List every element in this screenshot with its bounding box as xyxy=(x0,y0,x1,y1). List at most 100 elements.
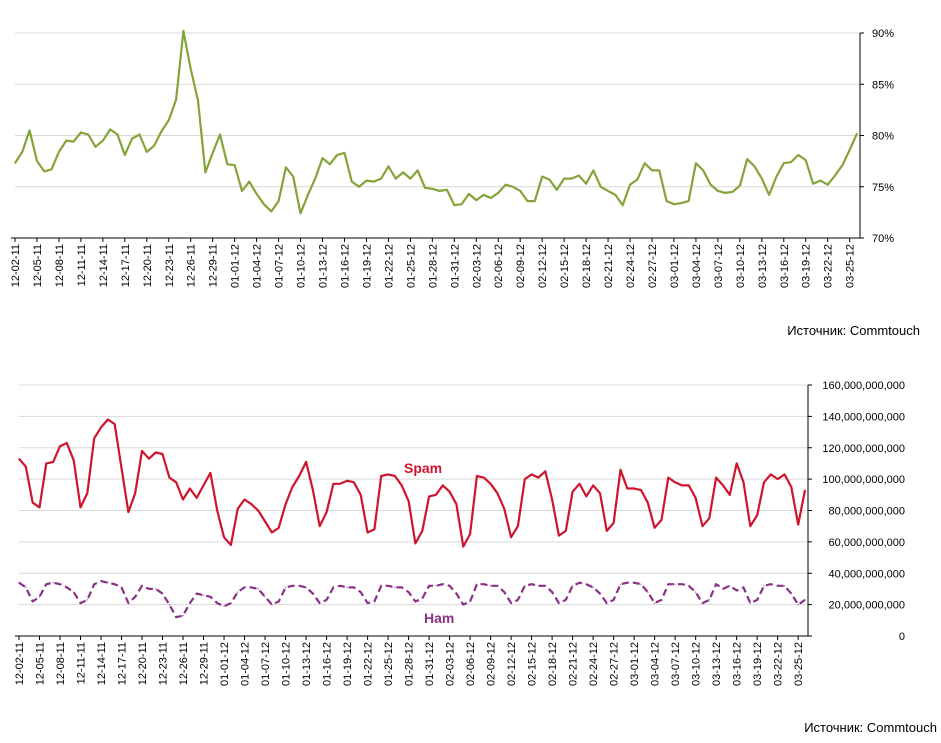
data-point xyxy=(736,462,738,464)
x-tick-label: 02-09-12 xyxy=(515,244,527,288)
data-point xyxy=(763,481,765,483)
data-point xyxy=(257,588,259,590)
data-point xyxy=(490,585,492,587)
x-tick-label: 12-02-11 xyxy=(10,244,22,287)
x-tick-label: 01-19-12 xyxy=(361,244,373,288)
data-point xyxy=(153,145,155,147)
data-point xyxy=(724,192,726,194)
data-point xyxy=(524,585,526,587)
data-point xyxy=(209,472,211,474)
data-point xyxy=(490,483,492,485)
data-point xyxy=(367,602,369,604)
data-point xyxy=(168,119,170,121)
data-point xyxy=(599,593,601,595)
data-point xyxy=(264,596,266,598)
data-point xyxy=(777,585,779,587)
data-point xyxy=(681,583,683,585)
data-point xyxy=(770,473,772,475)
data-point xyxy=(223,536,225,538)
data-point xyxy=(86,599,88,601)
x-tick-label: 01-22-12 xyxy=(363,642,375,686)
data-point xyxy=(417,169,419,171)
data-point xyxy=(94,146,97,148)
data-point xyxy=(148,458,150,460)
data-point xyxy=(469,533,471,535)
data-point xyxy=(517,525,519,527)
data-point xyxy=(749,602,751,604)
data-point xyxy=(729,494,731,496)
data-point xyxy=(226,163,228,165)
data-point xyxy=(312,489,314,491)
data-point xyxy=(353,481,355,483)
data-point xyxy=(73,459,75,461)
data-point xyxy=(250,503,252,505)
spam-percentage-chart: 70% 75% 80% 85% 90% 12-02-11 12-05-11 12-08-11 1… xyxy=(10,28,894,288)
data-point xyxy=(237,591,239,593)
data-point xyxy=(141,585,143,587)
data-point xyxy=(453,204,455,206)
data-point xyxy=(189,602,191,604)
data-point xyxy=(358,186,360,188)
data-point xyxy=(607,190,609,192)
data-point xyxy=(746,158,748,160)
data-point xyxy=(496,585,498,587)
x-tick-label: 01-04-12 xyxy=(240,642,252,686)
x-tick-label: 12-23-11 xyxy=(158,642,170,685)
x-tick-label: 12-05-11 xyxy=(32,244,44,287)
data-point xyxy=(462,546,464,548)
x-tick-label: 01-13-12 xyxy=(318,244,330,288)
data-point xyxy=(387,473,389,475)
data-point xyxy=(394,475,396,477)
data-point xyxy=(783,473,786,475)
data-point xyxy=(496,492,498,494)
data-point xyxy=(414,600,416,603)
data-point xyxy=(681,484,683,486)
data-point xyxy=(373,528,375,530)
data-point xyxy=(365,180,367,182)
data-point xyxy=(202,594,205,596)
x-tick-label: 01-31-12 xyxy=(424,642,436,686)
data-point xyxy=(182,615,184,617)
data-point xyxy=(640,489,642,491)
data-point xyxy=(408,591,410,593)
data-point xyxy=(599,492,601,494)
data-point xyxy=(736,589,738,592)
data-point xyxy=(291,486,293,488)
data-point xyxy=(326,511,328,513)
data-point xyxy=(827,184,829,186)
data-point xyxy=(59,445,61,447)
data-point xyxy=(264,520,266,523)
data-point xyxy=(462,604,464,606)
data-point xyxy=(107,418,109,421)
data-point xyxy=(565,599,567,601)
y-tick-label: 90% xyxy=(872,28,894,40)
data-point xyxy=(613,599,615,601)
data-point xyxy=(647,502,649,504)
data-point xyxy=(742,481,745,483)
x-tick-label: 01-01-12 xyxy=(219,642,231,686)
data-point xyxy=(695,591,697,593)
data-point xyxy=(278,200,280,202)
data-point xyxy=(660,599,663,601)
data-point xyxy=(307,194,309,196)
data-point xyxy=(219,133,221,136)
x-tick-label: 12-11-11 xyxy=(76,244,88,286)
data-point xyxy=(756,514,758,516)
data-point xyxy=(124,154,126,156)
data-point xyxy=(360,494,362,496)
data-point xyxy=(476,583,478,585)
x-tick-label: 02-15-12 xyxy=(559,244,571,288)
data-point xyxy=(708,517,710,519)
x-tick-label: 01-16-12 xyxy=(322,642,334,686)
data-point xyxy=(160,130,162,132)
data-point xyxy=(797,524,799,526)
data-point xyxy=(517,599,519,601)
data-point xyxy=(537,477,540,479)
data-point xyxy=(490,197,492,199)
data-point xyxy=(558,535,560,537)
data-point xyxy=(431,188,433,190)
x-tick-label: 02-03-12 xyxy=(471,244,483,288)
x-tick-label: 01-07-12 xyxy=(260,642,272,686)
data-point xyxy=(701,525,704,527)
data-point xyxy=(619,469,622,471)
